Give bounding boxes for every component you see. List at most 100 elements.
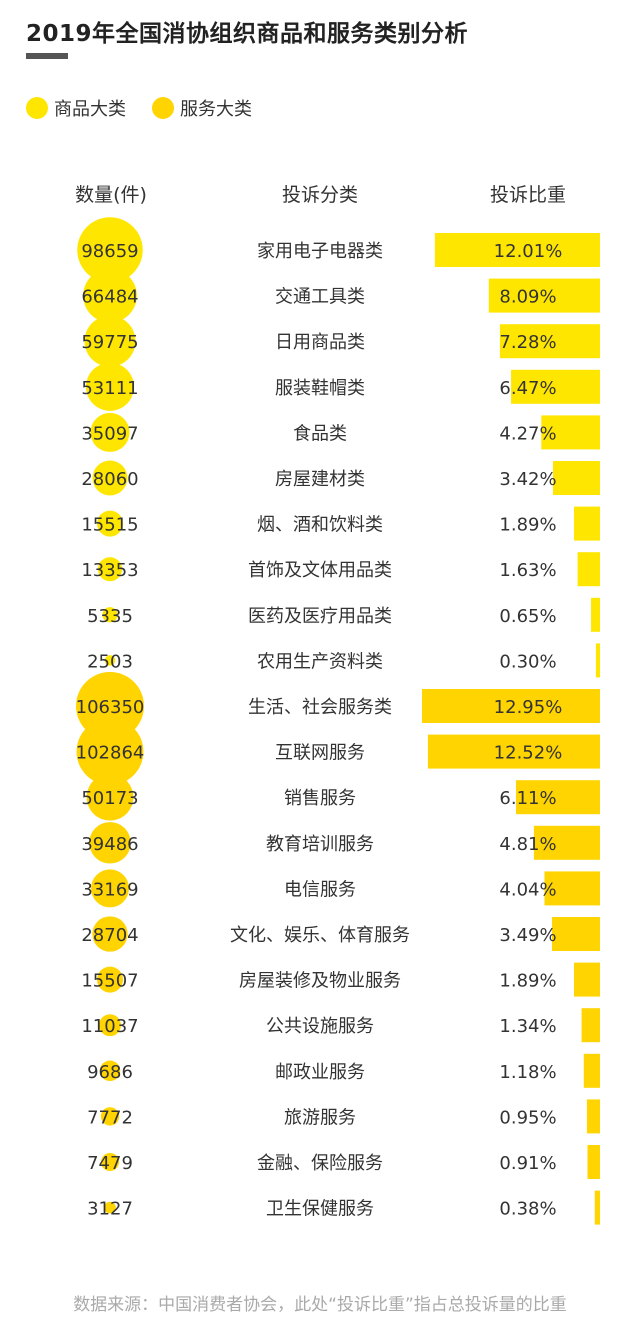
table-row: 39486 教育培训服务 4.81%: [81, 822, 600, 864]
share-label: 12.52%: [494, 743, 563, 764]
table-row: 35097 食品类 4.27%: [81, 412, 600, 452]
share-bar: [422, 689, 600, 723]
count-bubble: [86, 773, 134, 821]
share-bar: [581, 1008, 600, 1043]
share-bar: [499, 324, 600, 359]
count-bubble: [90, 412, 130, 452]
category-label: 公共设施服务: [266, 1016, 374, 1037]
share-bar: [574, 962, 600, 997]
legend-services-label: 服务大类: [180, 99, 252, 120]
count-bubble: [99, 1014, 121, 1037]
header-count: 数量(件): [75, 184, 147, 206]
category-label: 农用生产资料类: [257, 651, 383, 672]
category-label: 医药及医疗用品类: [248, 606, 392, 627]
share-label: 1.89%: [499, 515, 556, 536]
count-label: 7772: [87, 1107, 133, 1128]
count-label: 50173: [81, 788, 138, 809]
chart-title: 2019年全国消协组织商品和服务类别分析: [26, 21, 469, 47]
table-row: 2503 农用生产资料类 0.30%: [87, 643, 600, 678]
category-label: 首饰及文体用品类: [248, 560, 392, 581]
count-bubble: [104, 655, 116, 666]
title-underline: [26, 53, 68, 59]
share-label: 0.30%: [499, 651, 556, 672]
count-bubble: [76, 718, 144, 786]
count-bubble: [102, 607, 118, 623]
table-row: 59775 日用商品类 7.28%: [81, 315, 600, 367]
count-label: 102864: [76, 743, 145, 764]
share-bar: [595, 643, 600, 678]
count-bubble: [97, 966, 123, 993]
count-label: 15515: [81, 515, 138, 536]
share-label: 1.63%: [499, 560, 556, 581]
share-label: 1.34%: [499, 1016, 556, 1037]
count-label: 53111: [81, 378, 138, 399]
category-label: 旅游服务: [284, 1107, 356, 1128]
share-bar: [591, 597, 600, 632]
table-row: 11037 公共设施服务 1.34%: [81, 1008, 600, 1043]
share-label: 4.81%: [499, 834, 556, 855]
share-label: 1.18%: [499, 1062, 556, 1083]
table-row: 53111 服装鞋帽类 6.47%: [81, 362, 600, 411]
share-label: 7.28%: [499, 332, 556, 353]
count-label: 66484: [81, 287, 138, 308]
count-bubble: [100, 1107, 120, 1126]
legend-item-goods: 商品大类: [26, 95, 126, 121]
share-bar: [434, 233, 600, 267]
count-bubble: [85, 362, 135, 411]
count-label: 28060: [81, 469, 138, 490]
count-bubble: [84, 315, 136, 367]
share-bar: [427, 734, 600, 769]
table-row: 7479 金融、保险服务 0.91%: [87, 1145, 600, 1179]
category-label: 食品类: [293, 423, 347, 444]
share-bar: [577, 552, 600, 587]
share-label: 1.89%: [499, 971, 556, 992]
count-label: 28704: [81, 925, 138, 946]
table-row: 13353 首饰及文体用品类 1.63%: [81, 552, 600, 587]
table-row: 33169 电信服务 4.04%: [81, 869, 600, 908]
count-label: 35097: [81, 423, 138, 444]
category-label: 房屋装修及物业服务: [239, 971, 401, 992]
count-bubble: [97, 510, 123, 537]
category-label: 互联网服务: [275, 743, 365, 764]
table-row: 5335 医药及医疗用品类 0.65%: [87, 597, 600, 632]
count-label: 15507: [81, 971, 138, 992]
table-row: 9686 邮政业服务 1.18%: [87, 1053, 600, 1088]
legend-goods-swatch: [26, 97, 48, 119]
share-label: 8.09%: [499, 287, 556, 308]
count-label: 13353: [81, 560, 138, 581]
source-note: 数据来源：中国消费者协会，此处“投诉比重”指占总投诉量的比重: [73, 1295, 567, 1315]
share-bar: [511, 369, 600, 404]
share-label: 4.27%: [499, 423, 556, 444]
count-label: 5335: [87, 606, 133, 627]
share-label: 0.65%: [499, 606, 556, 627]
category-label: 家用电子电器类: [257, 241, 383, 262]
count-label: 7479: [87, 1153, 133, 1174]
table-row: 7772 旅游服务 0.95%: [87, 1099, 600, 1134]
count-label: 98659: [81, 241, 138, 262]
count-label: 106350: [76, 697, 145, 718]
header-category: 投诉分类: [281, 184, 359, 206]
category-label: 电信服务: [284, 879, 356, 900]
category-label: 服装鞋帽类: [275, 378, 365, 399]
category-label: 邮政业服务: [275, 1062, 365, 1083]
share-bar: [533, 825, 600, 860]
legend-goods-label: 商品大类: [54, 99, 126, 120]
count-bubble: [99, 1060, 121, 1082]
header-share: 投诉比重: [489, 184, 567, 206]
count-bubble: [97, 557, 123, 582]
table-row: 15515 烟、酒和饮料类 1.89%: [81, 506, 600, 541]
table-row: 50173 销售服务 6.11%: [81, 773, 600, 821]
share-bar: [544, 871, 600, 906]
share-label: 3.42%: [499, 469, 556, 490]
share-bar: [488, 278, 600, 313]
table-row: 3127 卫生保健服务 0.38%: [87, 1190, 600, 1225]
table-row: 66484 交通工具类 8.09%: [81, 268, 600, 323]
count-label: 9686: [87, 1062, 133, 1083]
share-bar: [516, 780, 600, 815]
category-label: 文化、娱乐、体育服务: [230, 925, 410, 946]
share-label: 0.95%: [499, 1107, 556, 1128]
legend: 商品大类 服务大类: [26, 95, 278, 121]
table-row: 28060 房屋建材类 3.42%: [81, 460, 600, 496]
count-bubble: [92, 916, 128, 952]
